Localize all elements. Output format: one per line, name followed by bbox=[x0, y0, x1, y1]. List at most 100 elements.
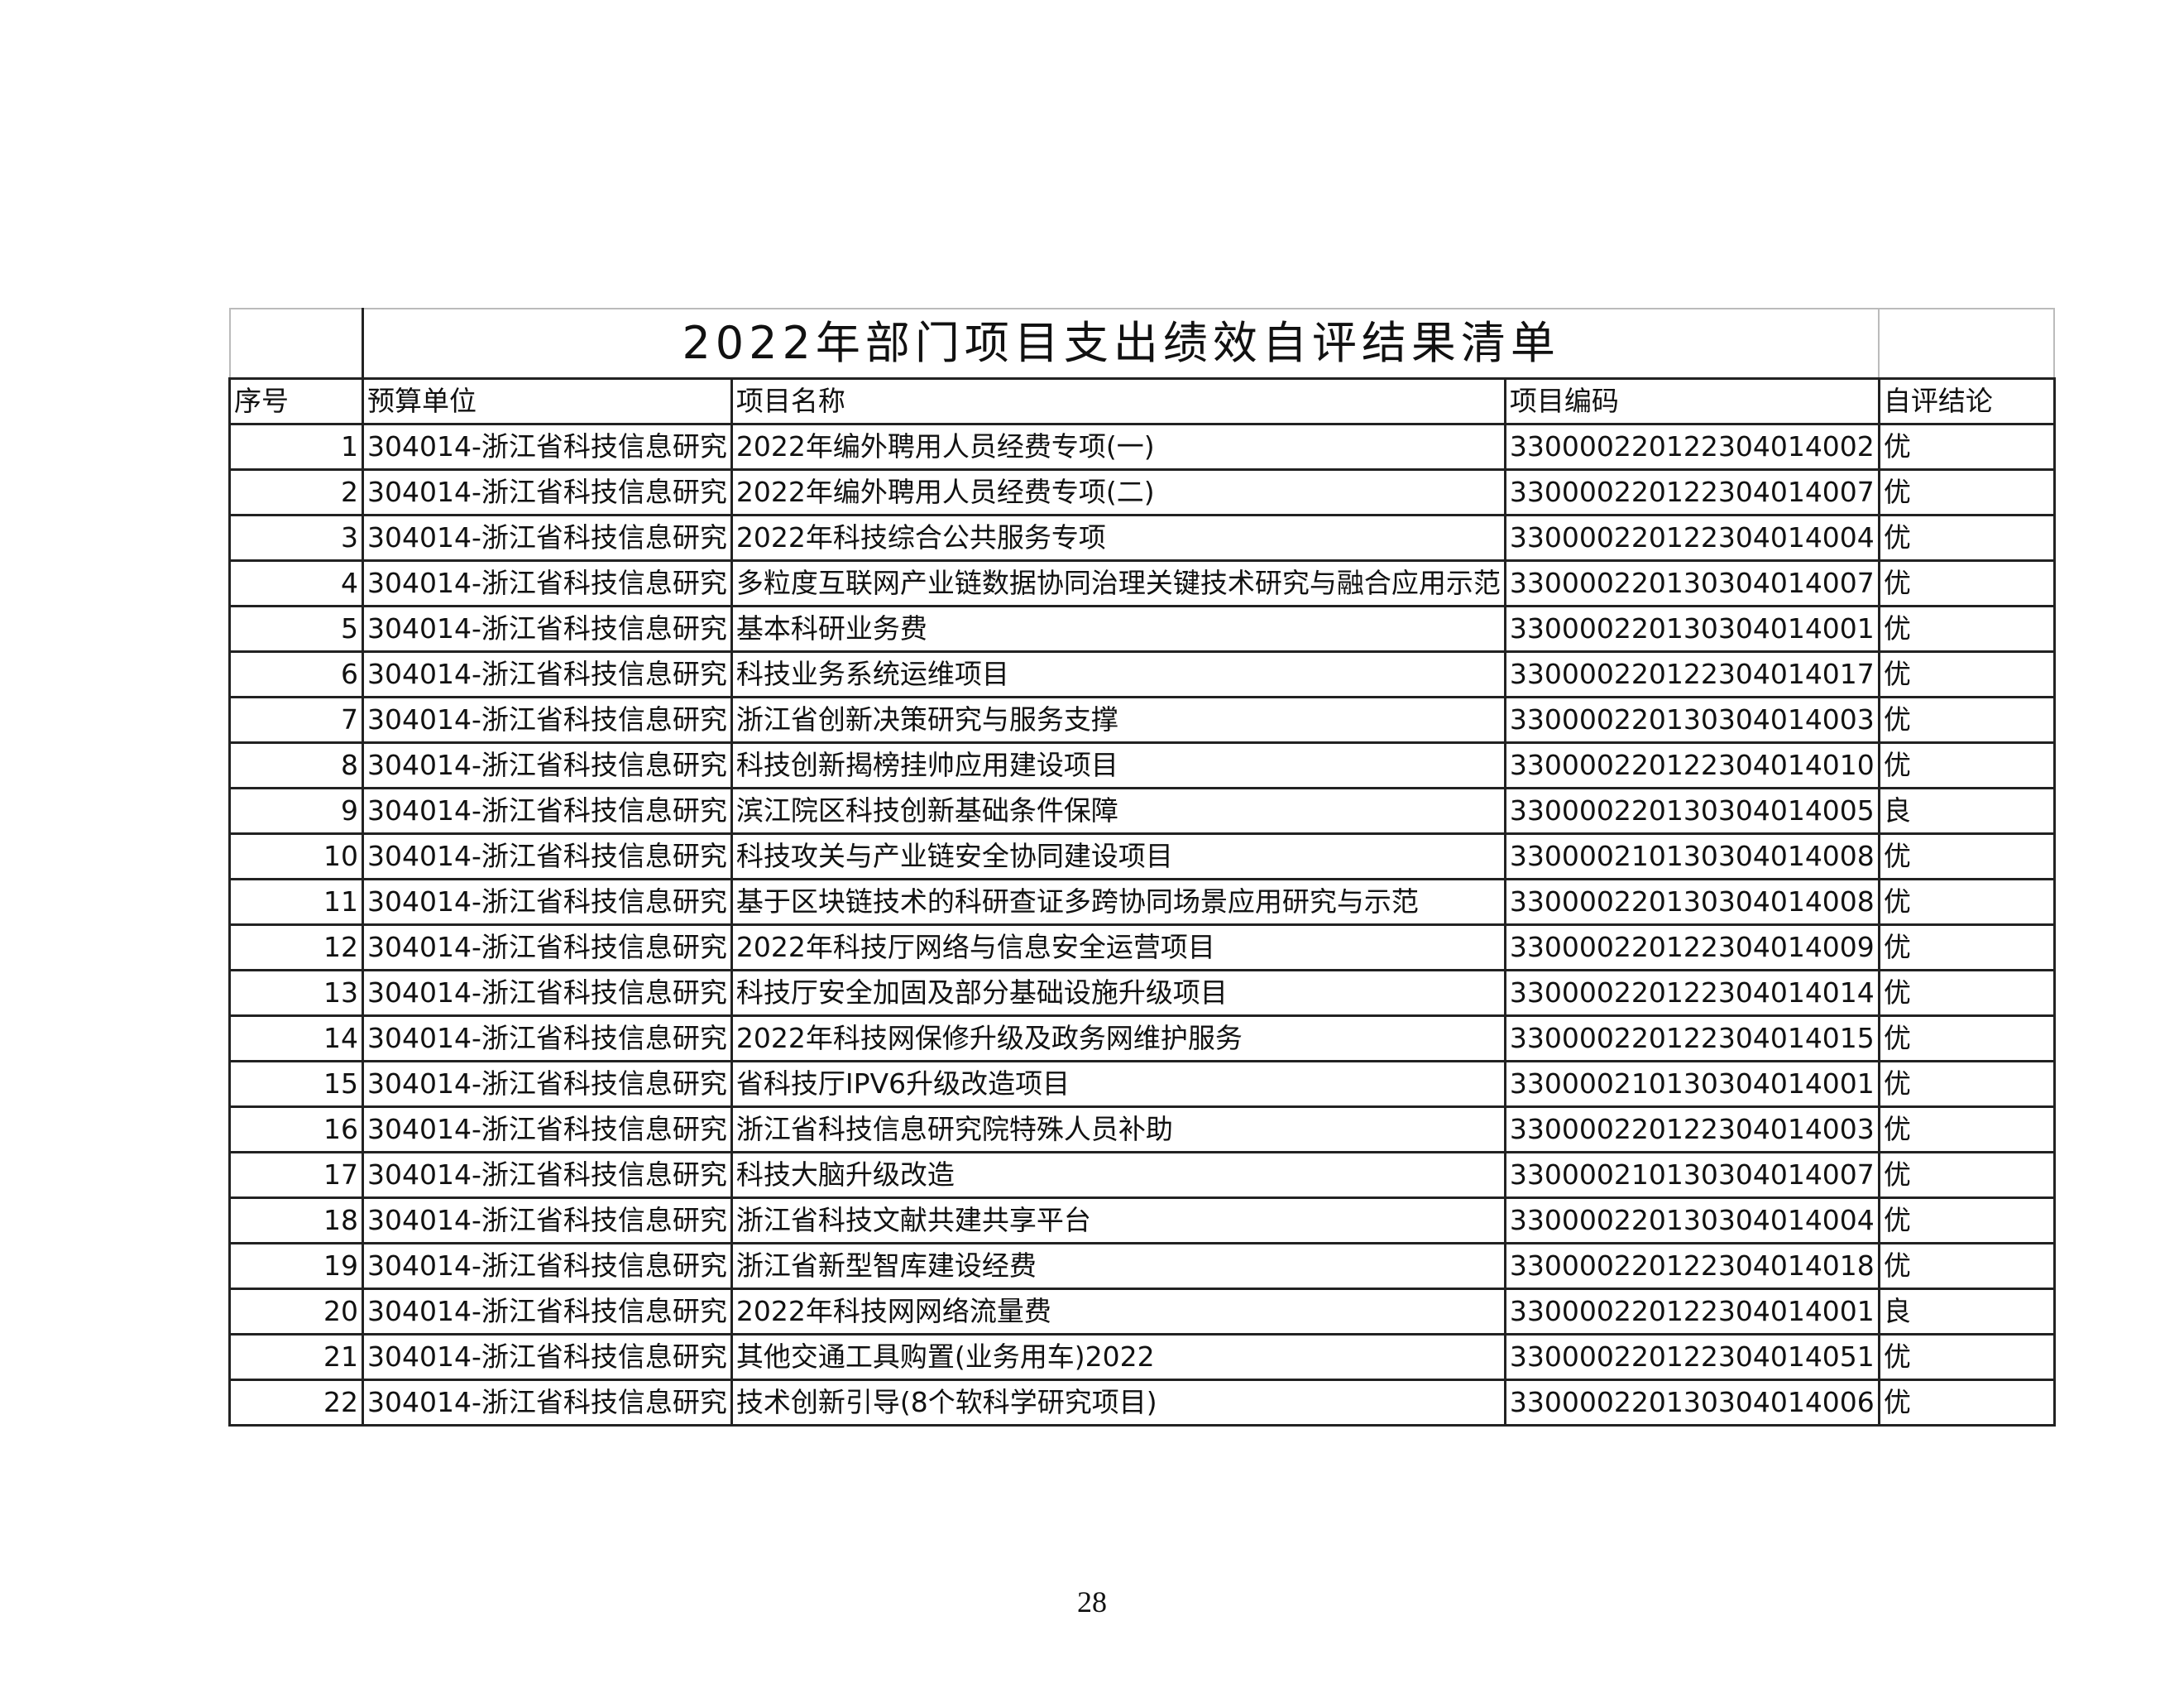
budget-unit: 304014-浙江省科技信息研究 bbox=[362, 1333, 733, 1381]
project-code: 330000220130304014001 bbox=[1503, 605, 1880, 653]
header-index: 序号 bbox=[228, 377, 364, 425]
project-code: 330000210130304014001 bbox=[1503, 1060, 1880, 1108]
title-row: 2022年部门项目支出绩效自评结果清单 bbox=[228, 308, 2056, 380]
budget-unit: 304014-浙江省科技信息研究 bbox=[362, 696, 733, 744]
self-evaluation: 优 bbox=[1877, 878, 2056, 926]
project-code: 330000220122304014004 bbox=[1503, 514, 1880, 562]
project-code: 330000220122304014002 bbox=[1503, 423, 1880, 471]
row-index: 12 bbox=[228, 923, 364, 971]
row-index: 19 bbox=[228, 1242, 364, 1290]
self-evaluation: 优 bbox=[1877, 650, 2056, 698]
table-row: 11 304014-浙江省科技信息研究 基于区块链技术的科研查证多跨协同场景应用研究… bbox=[228, 878, 2056, 926]
project-name: 多粒度互联网产业链数据协同治理关键技术研究与融合应用示范 bbox=[730, 559, 1506, 607]
table-title: 2022年部门项目支出绩效自评结果清单 bbox=[362, 308, 1880, 380]
project-name: 2022年科技网保修升级及政务网维护服务 bbox=[730, 1014, 1506, 1062]
project-name: 浙江省科技文献共建共享平台 bbox=[730, 1196, 1506, 1244]
budget-unit: 304014-浙江省科技信息研究 bbox=[362, 1196, 733, 1244]
project-code: 330000220130304014007 bbox=[1503, 559, 1880, 607]
self-evaluation: 优 bbox=[1877, 696, 2056, 744]
title-blank-cell bbox=[228, 308, 364, 380]
self-evaluation: 优 bbox=[1877, 514, 2056, 562]
self-evaluation: 优 bbox=[1877, 1196, 2056, 1244]
budget-unit: 304014-浙江省科技信息研究 bbox=[362, 1379, 733, 1427]
self-evaluation: 优 bbox=[1877, 559, 2056, 607]
table-row: 12 304014-浙江省科技信息研究 2022年科技厅网络与信息安全运营项目 330… bbox=[228, 923, 2056, 971]
budget-unit: 304014-浙江省科技信息研究 bbox=[362, 514, 733, 562]
self-evaluation: 优 bbox=[1877, 1242, 2056, 1290]
project-name: 科技业务系统运维项目 bbox=[730, 650, 1506, 698]
row-index: 10 bbox=[228, 832, 364, 880]
page-number: 28 bbox=[1077, 1585, 1107, 1618]
row-index: 15 bbox=[228, 1060, 364, 1108]
project-code: 330000220122304014003 bbox=[1503, 1105, 1880, 1153]
table-row: 2 304014-浙江省科技信息研究 2022年编外聘用人员经费专项(二) 33000… bbox=[228, 468, 2056, 516]
budget-unit: 304014-浙江省科技信息研究 bbox=[362, 559, 733, 607]
row-index: 7 bbox=[228, 696, 364, 744]
project-name: 基本科研业务费 bbox=[730, 605, 1506, 653]
budget-unit: 304014-浙江省科技信息研究 bbox=[362, 1151, 733, 1199]
table-row: 17 304014-浙江省科技信息研究 科技大脑升级改造 33000021013030… bbox=[228, 1151, 2056, 1199]
row-index: 13 bbox=[228, 969, 364, 1017]
row-index: 22 bbox=[228, 1379, 364, 1427]
project-name: 滨江院区科技创新基础条件保障 bbox=[730, 787, 1506, 835]
self-evaluation: 优 bbox=[1877, 741, 2056, 789]
header-unit: 预算单位 bbox=[362, 377, 733, 425]
budget-unit: 304014-浙江省科技信息研究 bbox=[362, 878, 733, 926]
project-code: 330000220122304014009 bbox=[1503, 923, 1880, 971]
table-row: 20 304014-浙江省科技信息研究 2022年科技网网络流量费 330000220… bbox=[228, 1288, 2056, 1336]
budget-unit: 304014-浙江省科技信息研究 bbox=[362, 923, 733, 971]
budget-unit: 304014-浙江省科技信息研究 bbox=[362, 741, 733, 789]
table-row: 4 304014-浙江省科技信息研究 多粒度互联网产业链数据协同治理关键技术研究与融… bbox=[228, 559, 2056, 607]
budget-unit: 304014-浙江省科技信息研究 bbox=[362, 605, 733, 653]
budget-unit: 304014-浙江省科技信息研究 bbox=[362, 969, 733, 1017]
project-name: 浙江省科技信息研究院特殊人员补助 bbox=[730, 1105, 1506, 1153]
self-evaluation: 优 bbox=[1877, 1014, 2056, 1062]
table-row: 5 304014-浙江省科技信息研究 基本科研业务费 3300002201303040… bbox=[228, 605, 2056, 653]
row-index: 4 bbox=[228, 559, 364, 607]
project-code: 330000210130304014008 bbox=[1503, 832, 1880, 880]
project-code: 330000220122304014007 bbox=[1503, 468, 1880, 516]
self-evaluation: 优 bbox=[1877, 1151, 2056, 1199]
self-evaluation: 优 bbox=[1877, 1060, 2056, 1108]
project-code: 330000220122304014018 bbox=[1503, 1242, 1880, 1290]
table-row: 14 304014-浙江省科技信息研究 2022年科技网保修升级及政务网维护服务 33… bbox=[228, 1014, 2056, 1062]
header-row: 序号 预算单位 项目名称 项目编码 自评结论 bbox=[228, 377, 2056, 425]
project-name: 2022年科技厅网络与信息安全运营项目 bbox=[730, 923, 1506, 971]
row-index: 18 bbox=[228, 1196, 364, 1244]
self-evaluation: 优 bbox=[1877, 1105, 2056, 1153]
table-row: 18 304014-浙江省科技信息研究 浙江省科技文献共建共享平台 330000220… bbox=[228, 1196, 2056, 1244]
project-code: 330000220122304014051 bbox=[1503, 1333, 1880, 1381]
project-name: 技术创新引导(8个软科学研究项目) bbox=[730, 1379, 1506, 1427]
self-evaluation: 良 bbox=[1877, 787, 2056, 835]
table-row: 19 304014-浙江省科技信息研究 浙江省新型智库建设经费 33000022012… bbox=[228, 1242, 2056, 1290]
row-index: 6 bbox=[228, 650, 364, 698]
table-row: 15 304014-浙江省科技信息研究 省科技厅IPV6升级改造项目 33000021… bbox=[228, 1060, 2056, 1108]
budget-unit: 304014-浙江省科技信息研究 bbox=[362, 1288, 733, 1336]
table-row: 1 304014-浙江省科技信息研究 2022年编外聘用人员经费专项(一) 33000… bbox=[228, 423, 2056, 471]
row-index: 17 bbox=[228, 1151, 364, 1199]
row-index: 9 bbox=[228, 787, 364, 835]
row-index: 16 bbox=[228, 1105, 364, 1153]
row-index: 1 bbox=[228, 423, 364, 471]
self-evaluation: 优 bbox=[1877, 423, 2056, 471]
title-blank-cell bbox=[1878, 308, 2056, 380]
table-row: 22 304014-浙江省科技信息研究 技术创新引导(8个软科学研究项目) 33000… bbox=[228, 1379, 2056, 1427]
self-evaluation: 优 bbox=[1877, 605, 2056, 653]
header-project-code: 项目编码 bbox=[1503, 377, 1880, 425]
project-name: 2022年科技网网络流量费 bbox=[730, 1288, 1506, 1336]
project-name: 科技攻关与产业链安全协同建设项目 bbox=[730, 832, 1506, 880]
budget-unit: 304014-浙江省科技信息研究 bbox=[362, 1105, 733, 1153]
project-name: 其他交通工具购置(业务用车)2022 bbox=[730, 1333, 1506, 1381]
project-name: 省科技厅IPV6升级改造项目 bbox=[730, 1060, 1506, 1108]
table-row: 21 304014-浙江省科技信息研究 其他交通工具购置(业务用车)2022 3300… bbox=[228, 1333, 2056, 1381]
budget-unit: 304014-浙江省科技信息研究 bbox=[362, 650, 733, 698]
header-project-name: 项目名称 bbox=[730, 377, 1506, 425]
self-evaluation: 良 bbox=[1877, 1288, 2056, 1336]
project-code: 330000210130304014007 bbox=[1503, 1151, 1880, 1199]
table-row: 6 304014-浙江省科技信息研究 科技业务系统运维项目 3300002201223… bbox=[228, 650, 2056, 698]
project-code: 330000220130304014003 bbox=[1503, 696, 1880, 744]
project-code: 330000220122304014010 bbox=[1503, 741, 1880, 789]
table-row: 16 304014-浙江省科技信息研究 浙江省科技信息研究院特殊人员补助 330000… bbox=[228, 1105, 2056, 1153]
evaluation-table: 2022年部门项目支出绩效自评结果清单 序号 预算单位 项目名称 项目编码 自评… bbox=[228, 308, 2056, 1427]
project-code: 330000220130304014005 bbox=[1503, 787, 1880, 835]
